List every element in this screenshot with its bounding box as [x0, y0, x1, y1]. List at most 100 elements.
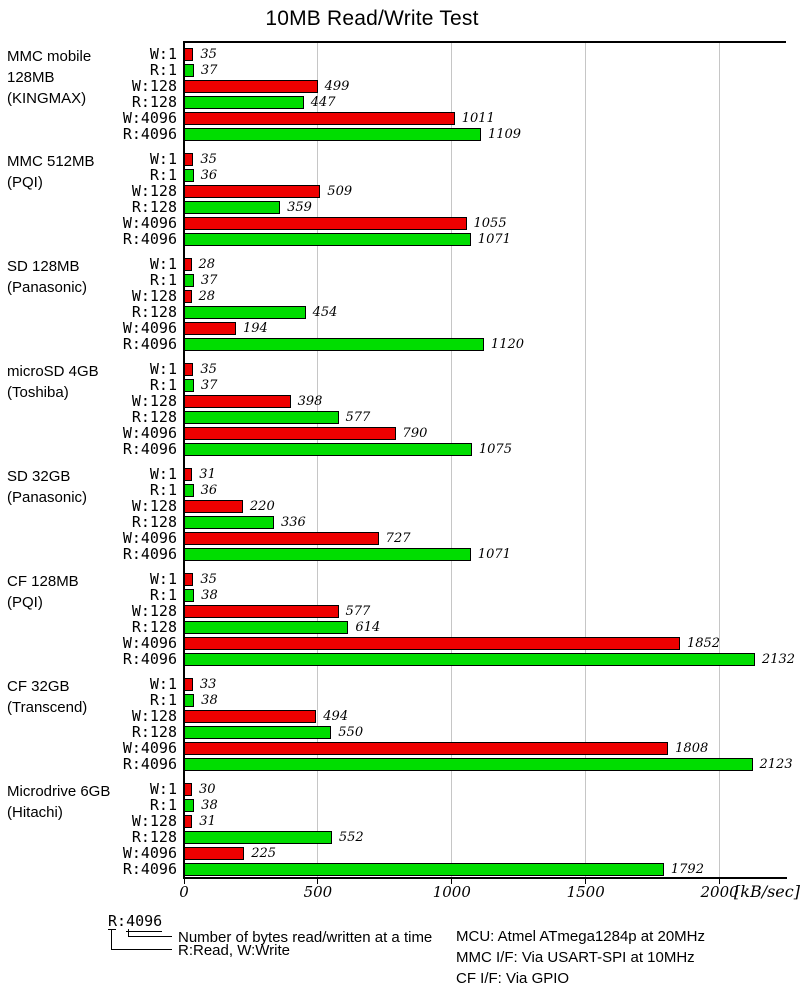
bar-value-label: 790	[402, 425, 428, 441]
device-label: MMC 512MB (PQI)	[7, 153, 95, 191]
bar-row: W:128 509	[0, 183, 786, 199]
bar-row-label: W:1	[149, 45, 177, 63]
bar-area: 727	[184, 530, 786, 546]
bar-row-label: R:128	[131, 723, 177, 741]
read-bar	[184, 757, 753, 771]
x-axis-labels: 0 500 1000 1500 2000	[179, 883, 786, 901]
bar-value-label: 1120	[490, 336, 525, 352]
write-bar	[184, 152, 194, 166]
plot-top-border	[184, 41, 786, 43]
bar-row-label: R:128	[131, 408, 177, 426]
read-bar	[184, 63, 194, 77]
bar-value-label: 37	[200, 62, 218, 78]
legend-note-bytes: Number of bytes read/written at a time	[178, 929, 433, 946]
bar-row: R:128 550	[0, 724, 786, 740]
bar-row-label: W:4096	[122, 529, 177, 547]
bar-value-label: 614	[355, 619, 381, 635]
bar-row: R:1 37	[0, 377, 786, 393]
read-bar	[184, 830, 332, 844]
bar-area: 31	[184, 813, 786, 829]
bar-value-label: 194	[242, 320, 268, 336]
bar-area: 2123	[184, 756, 793, 772]
bar-row: W:1 35	[0, 361, 786, 377]
bar-area: 30	[184, 781, 786, 797]
bar-row-label: W:1	[149, 675, 177, 693]
bar-row: W:128 398	[0, 393, 786, 409]
device-label: SD 128MB (Panasonic)	[7, 258, 88, 296]
bar-area: 38	[184, 587, 786, 603]
bar-value-label: 225	[251, 845, 277, 861]
bar-area: 2132	[184, 651, 795, 667]
write-bar	[184, 111, 455, 125]
bar-value-label: 727	[385, 530, 411, 546]
bar-row: R:4096 1071	[0, 546, 786, 562]
bar-area: 336	[184, 514, 786, 530]
x-axis-tick-label: 500	[303, 883, 333, 901]
bar-area: 35	[184, 361, 786, 377]
read-bar	[184, 305, 306, 319]
bar-row: R:128 577	[0, 409, 786, 425]
bar-area: 31	[184, 466, 786, 482]
x-axis-tick-label: 1500	[566, 883, 605, 901]
device-label: microSD 4GB (Toshiba)	[7, 363, 99, 401]
bar-area: 1071	[184, 546, 786, 562]
bar-row-label: R:128	[131, 828, 177, 846]
bar-value-label: 1808	[675, 740, 709, 756]
bar-row-label: W:4096	[122, 214, 177, 232]
bar-row-label: R:4096	[122, 860, 177, 878]
bar-value-label: 33	[199, 676, 217, 692]
y-axis-line	[183, 41, 185, 879]
bar-row: W:1 30	[0, 781, 786, 797]
bar-row: W:4096 790	[0, 425, 786, 441]
bar-value-label: 37	[200, 272, 218, 288]
bar-value-label: 359	[287, 199, 312, 215]
read-bar	[184, 168, 194, 182]
bar-row-label: R:1	[149, 481, 177, 499]
device-label: Microdrive 6GB (Hitachi)	[7, 783, 111, 821]
vertical-gridline	[585, 43, 587, 877]
bar-row-label: W:1	[149, 150, 177, 168]
bar-row-label: R:4096	[122, 125, 177, 143]
bar-row-label: R:4096	[122, 230, 177, 248]
read-bar	[184, 620, 349, 634]
bar-value-label: 220	[249, 498, 275, 514]
bar-row-label: W:1	[149, 255, 177, 273]
bar-row: W:1 28	[0, 256, 786, 272]
hardware-notes: MCU: Atmel ATmega1284p at 20MHz MMC I/F:…	[456, 926, 705, 989]
bar-value-label: 1071	[477, 546, 511, 562]
device-label: CF 32GB (Transcend)	[7, 678, 88, 716]
bar-row: R:1 38	[0, 797, 786, 813]
write-bar	[184, 47, 194, 61]
bar-row: R:4096 1071	[0, 231, 786, 247]
bar-area: 1055	[184, 215, 786, 231]
bar-row-label: W:128	[131, 392, 177, 410]
bar-value-label: 577	[345, 409, 371, 425]
bar-area: 194	[184, 320, 786, 336]
read-bar	[184, 515, 274, 529]
bar-area: 1075	[184, 441, 786, 457]
bar-row: R:128 447	[0, 94, 786, 110]
read-bar	[184, 337, 484, 351]
bar-value-label: 494	[323, 708, 349, 724]
write-bar	[184, 426, 396, 440]
bar-value-label: 30	[199, 781, 216, 797]
bar-area: 499	[184, 78, 786, 94]
write-bar	[184, 499, 243, 513]
device-label: SD 32GB (Panasonic)	[7, 468, 88, 506]
x-axis-tick-label: 1000	[432, 883, 471, 901]
bar-row: W:4096 194	[0, 320, 786, 336]
read-bar	[184, 127, 481, 141]
x-axis-line	[184, 877, 787, 879]
bar-value-label: 552	[338, 829, 364, 845]
read-bar	[184, 693, 195, 707]
bar-value-label: 499	[324, 78, 350, 94]
bar-area: 577	[184, 603, 786, 619]
gridline-layer	[184, 43, 786, 877]
bar-row-label: R:128	[131, 303, 177, 321]
device-label: CF 128MB (PQI)	[7, 573, 79, 611]
bar-row: W:1 31	[0, 466, 786, 482]
bar-area: 36	[184, 482, 786, 498]
bar-value-label: 38	[201, 692, 218, 708]
bar-row: R:1 36	[0, 482, 786, 498]
